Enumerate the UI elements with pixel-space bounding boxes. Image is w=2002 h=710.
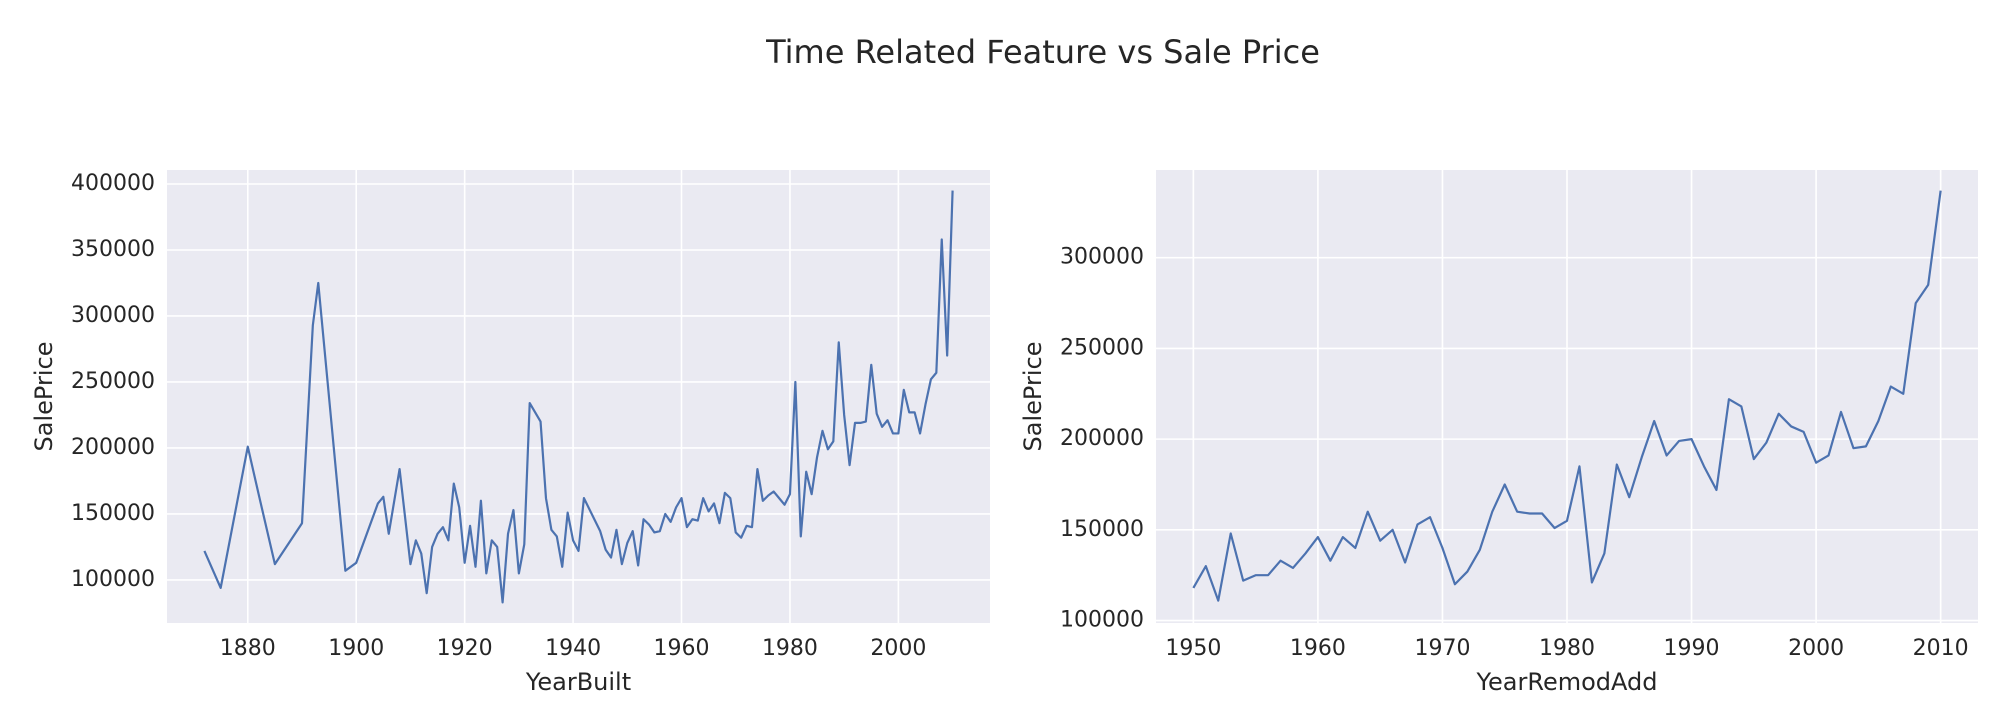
y-tick-label: 250000 bbox=[1060, 335, 1144, 360]
x-tick-label: 2010 bbox=[1913, 636, 1969, 661]
x-tick-label: 2000 bbox=[870, 636, 926, 661]
y-tick-label: 300000 bbox=[71, 303, 155, 328]
x-tick-label: 1980 bbox=[762, 636, 818, 661]
x-tick-label: 1880 bbox=[220, 636, 276, 661]
y-tick-label: 100000 bbox=[1060, 608, 1144, 633]
y-axis-label: SalePrice bbox=[30, 342, 58, 452]
x-tick-label: 1920 bbox=[437, 636, 493, 661]
x-tick-label: 1970 bbox=[1414, 636, 1470, 661]
x-tick-label: 1980 bbox=[1539, 636, 1595, 661]
line bbox=[203, 190, 954, 604]
y-axis-label: SalePrice bbox=[1019, 342, 1047, 452]
x-axis-label: YearRemodAdd bbox=[1476, 668, 1658, 696]
x-tick-label: 1900 bbox=[328, 636, 384, 661]
x-tick-label: 1960 bbox=[654, 636, 710, 661]
plot-area bbox=[167, 170, 990, 623]
y-tick-label: 250000 bbox=[71, 369, 155, 394]
y-tick-label: 150000 bbox=[1060, 517, 1144, 542]
x-axis-label: YearBuilt bbox=[525, 668, 631, 696]
figure-title: Time Related Feature vs Sale Price bbox=[765, 33, 1320, 71]
y-tick-label: 400000 bbox=[71, 171, 155, 196]
y-tick-label: 300000 bbox=[1060, 245, 1144, 270]
x-tick-label: 1960 bbox=[1290, 636, 1346, 661]
x-tick-label: 1990 bbox=[1664, 636, 1720, 661]
y-tick-label: 350000 bbox=[71, 237, 155, 262]
y-tick-label: 200000 bbox=[71, 435, 155, 460]
y-tick-label: 200000 bbox=[1060, 426, 1144, 451]
x-tick-label: 2000 bbox=[1788, 636, 1844, 661]
y-tick-label: 100000 bbox=[71, 567, 155, 592]
y-tick-label: 150000 bbox=[71, 501, 155, 526]
line bbox=[1192, 190, 1942, 602]
x-tick-label: 1940 bbox=[545, 636, 601, 661]
x-tick-label: 1950 bbox=[1165, 636, 1221, 661]
